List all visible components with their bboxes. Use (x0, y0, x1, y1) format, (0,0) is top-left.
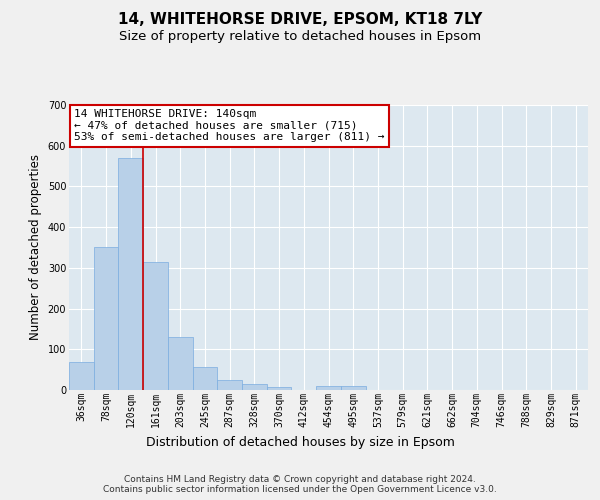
Bar (341, 386, 365, 390)
Bar (168, 337, 193, 390)
Bar (69, 362, 94, 390)
Bar (193, 367, 217, 390)
Bar (267, 386, 292, 390)
Bar (316, 386, 341, 390)
Bar (118, 158, 143, 390)
Text: 14, WHITEHORSE DRIVE, EPSOM, KT18 7LY: 14, WHITEHORSE DRIVE, EPSOM, KT18 7LY (118, 12, 482, 28)
Text: Contains HM Land Registry data © Crown copyright and database right 2024.
Contai: Contains HM Land Registry data © Crown c… (103, 474, 497, 494)
Y-axis label: Number of detached properties: Number of detached properties (29, 154, 42, 340)
Text: 14 WHITEHORSE DRIVE: 140sqm
← 47% of detached houses are smaller (715)
53% of se: 14 WHITEHORSE DRIVE: 140sqm ← 47% of det… (74, 110, 385, 142)
Bar (217, 380, 242, 390)
Text: Size of property relative to detached houses in Epsom: Size of property relative to detached ho… (119, 30, 481, 43)
Text: Distribution of detached houses by size in Epsom: Distribution of detached houses by size … (146, 436, 454, 449)
Bar (94, 246, 118, 390)
Bar (143, 262, 168, 390)
Bar (242, 384, 267, 390)
